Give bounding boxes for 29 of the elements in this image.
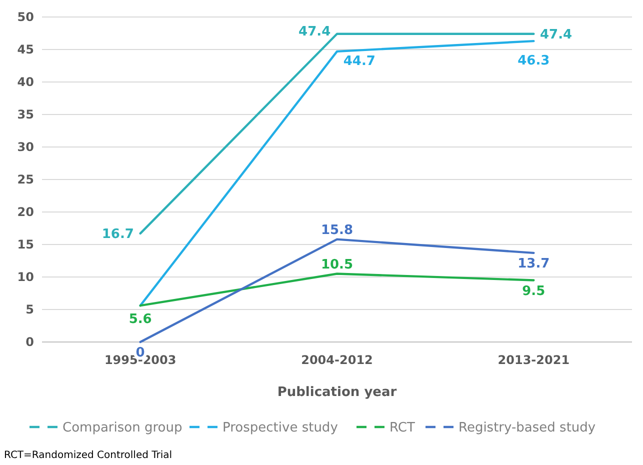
data-label: 46.3 [518, 54, 550, 69]
y-tick-label: 25 [17, 172, 34, 187]
text: RCT=Randomized Controlled Trial [4, 450, 172, 461]
data-label: 9.5 [522, 284, 546, 299]
data-label: 47.4 [540, 27, 572, 42]
y-tick-label: 50 [17, 10, 34, 24]
x-tick-label: 2004-2012 [301, 353, 373, 367]
legend-label: Comparison group [62, 420, 182, 436]
y-tick-label: 20 [17, 205, 34, 220]
y-tick-label: 5 [26, 302, 34, 317]
data-label: 15.8 [320, 222, 354, 238]
data-label: 44.7 [343, 54, 376, 69]
y-tick-label: 0 [26, 335, 34, 350]
data-label: 10.5 [320, 257, 354, 272]
legend-label: RCT [390, 420, 415, 436]
legend-label: Prospective study [222, 420, 338, 436]
data-label: 47.4 [298, 24, 331, 40]
legend-label: Registry-based study [458, 420, 596, 436]
data-label: 16.7 [102, 227, 134, 242]
y-tick-label: 35 [17, 108, 34, 122]
data-label: 13.7 [518, 256, 550, 272]
x-axis-title: Publication year [277, 385, 398, 400]
data-label: 5.6 [128, 312, 152, 328]
y-tick-label: 40 [17, 75, 34, 90]
y-tick-label: 15 [17, 238, 34, 252]
y-tick-label: 45 [17, 42, 34, 57]
y-tick-label: 30 [17, 140, 34, 154]
y-tick-label: 10 [17, 270, 34, 284]
x-tick-label: 2013-2021 [498, 353, 570, 367]
